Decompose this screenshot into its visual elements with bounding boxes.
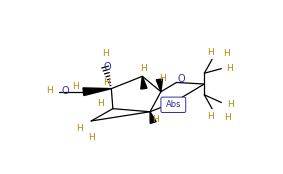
Text: O: O xyxy=(61,86,69,96)
Text: H: H xyxy=(224,113,231,122)
Text: H: H xyxy=(72,82,79,91)
Text: H: H xyxy=(76,124,83,133)
Text: H: H xyxy=(97,99,104,108)
FancyBboxPatch shape xyxy=(161,97,186,113)
Text: H: H xyxy=(46,86,53,96)
Text: O: O xyxy=(177,74,185,84)
Text: H: H xyxy=(226,64,233,73)
Text: Abs: Abs xyxy=(166,100,181,109)
Text: H: H xyxy=(102,49,108,58)
Polygon shape xyxy=(83,88,111,96)
Text: H: H xyxy=(207,48,214,57)
Text: H: H xyxy=(207,112,214,121)
Text: H: H xyxy=(227,100,234,109)
Text: H: H xyxy=(223,49,230,58)
Text: H: H xyxy=(103,78,110,87)
Text: H: H xyxy=(140,64,147,73)
Text: H: H xyxy=(88,133,95,143)
Text: O: O xyxy=(104,62,111,72)
Polygon shape xyxy=(150,112,156,123)
Polygon shape xyxy=(156,79,162,92)
Text: H: H xyxy=(152,115,159,124)
Text: H: H xyxy=(159,74,166,83)
Polygon shape xyxy=(141,76,147,89)
